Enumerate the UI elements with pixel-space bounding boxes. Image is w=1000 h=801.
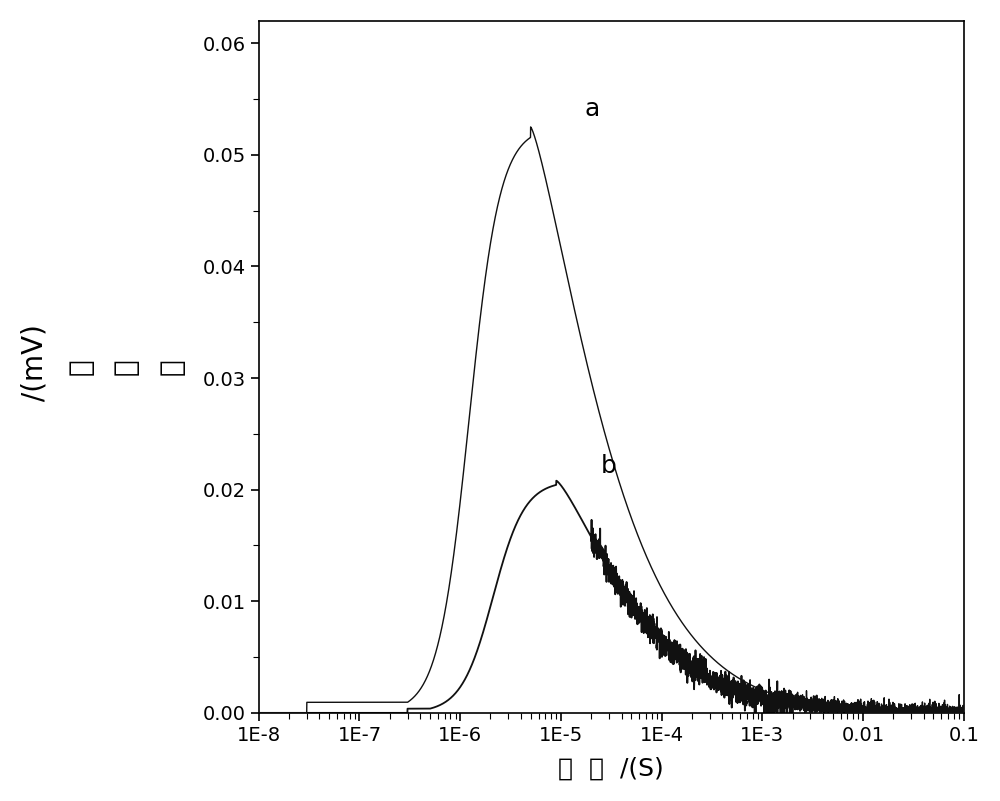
Text: a: a — [584, 97, 599, 121]
Text: b: b — [601, 454, 617, 478]
X-axis label: 时  间  /(S): 时 间 /(S) — [558, 756, 664, 780]
Y-axis label:  /(mV)
压
电
光: /(mV) 压 电 光 — [21, 324, 186, 410]
